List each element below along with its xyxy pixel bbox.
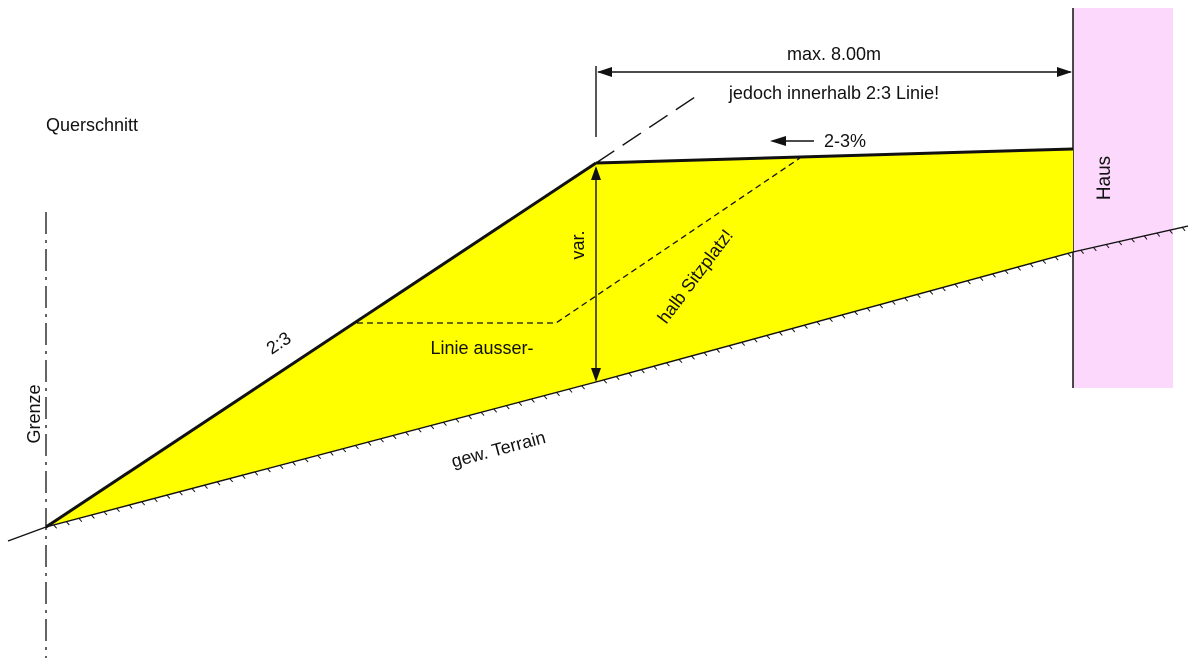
terrain-label: gew. Terrain (449, 427, 548, 471)
house-label: Haus (1094, 156, 1115, 200)
slope-ratio-label: 2:3 (263, 328, 295, 359)
max-distance-label: max. 8.00m (787, 44, 881, 64)
var-arrow-top (591, 166, 601, 180)
line-outside-label: Linie ausser- (430, 338, 533, 358)
seat-area-dashed (357, 157, 801, 324)
within-line-label: jedoch innerhalb 2:3 Linie! (728, 83, 939, 103)
slope-line (45, 161, 597, 529)
boundary-label: Grenze (24, 384, 44, 443)
fill-area (46, 149, 1073, 527)
var-arrow-bottom (591, 368, 601, 382)
var-label: var. (568, 230, 588, 259)
slope-arrow-head (770, 136, 786, 146)
title: Querschnitt (46, 115, 138, 135)
max-arrow-left (597, 67, 612, 77)
slope-percent-label: 2-3% (824, 131, 866, 151)
slope-extension-dashed (595, 96, 696, 164)
top-surface-line (595, 147, 1074, 165)
terrain-hatch (53, 226, 1186, 529)
house-block (1073, 8, 1173, 388)
max-arrow-right (1057, 67, 1072, 77)
